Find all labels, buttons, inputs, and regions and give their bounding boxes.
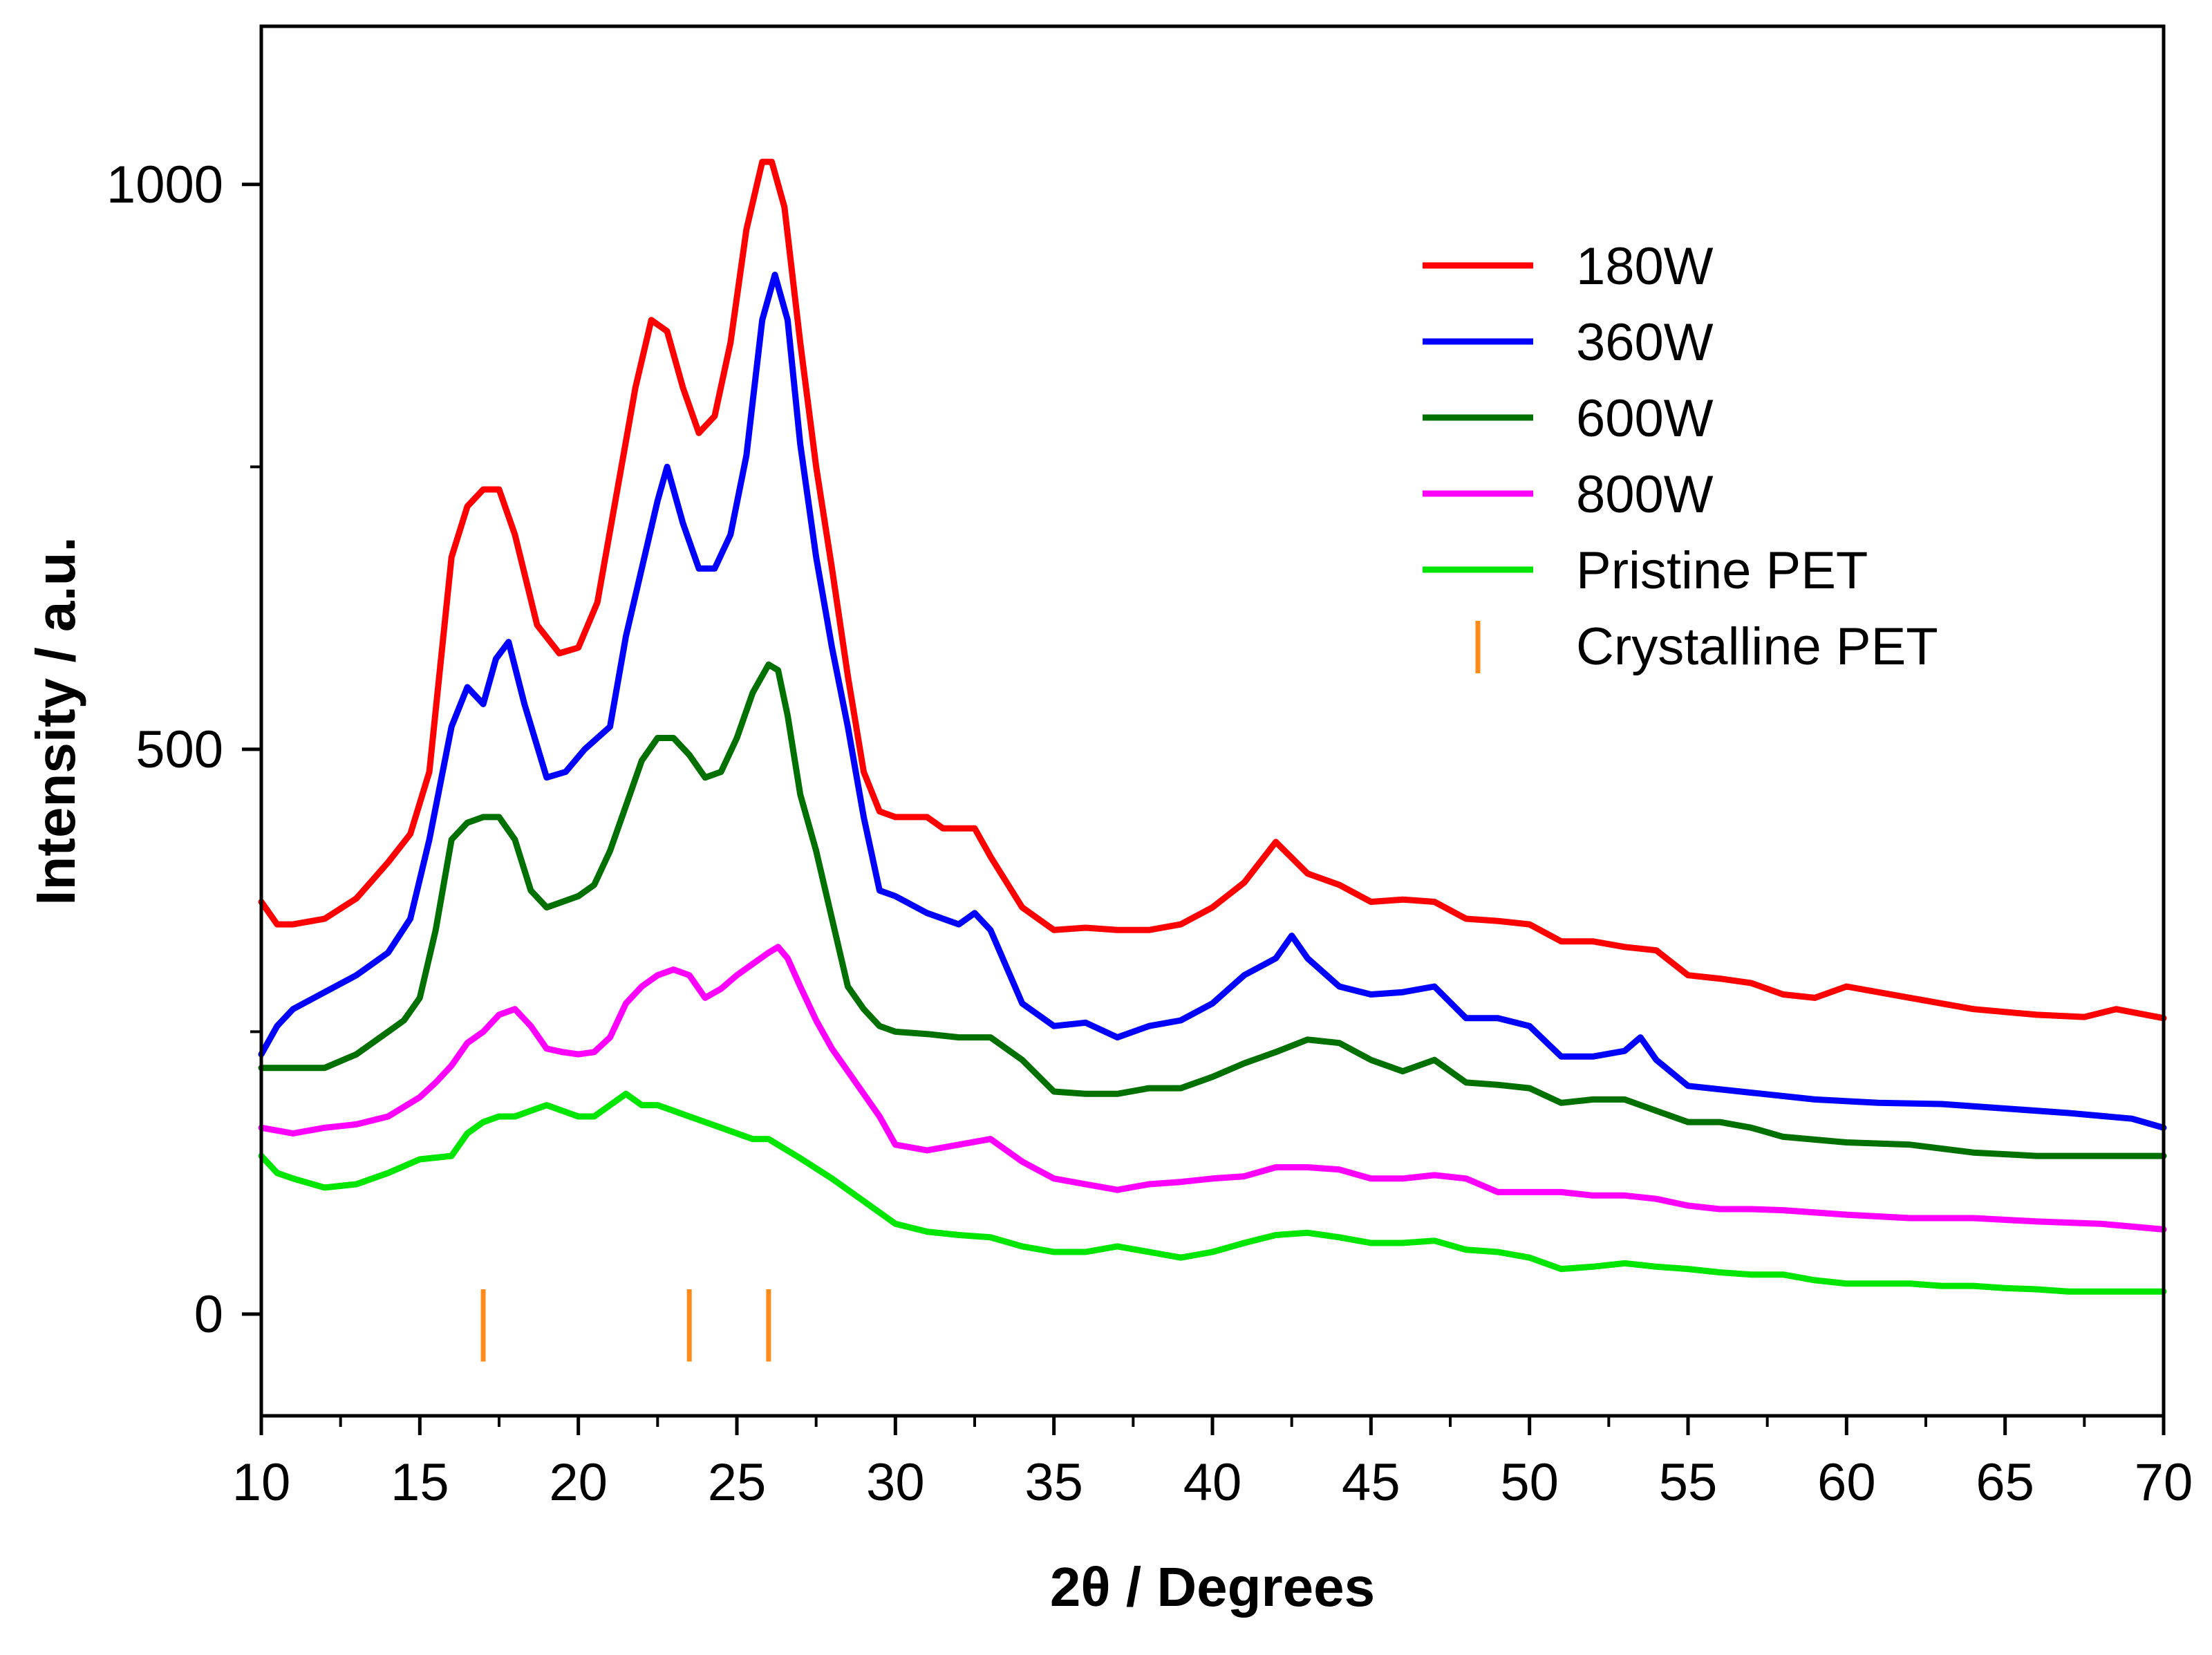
x-tick-label: 45 — [1342, 1453, 1400, 1512]
y-tick-label: 500 — [135, 720, 223, 779]
y-axis: 0 500 1000 — [106, 156, 261, 1344]
series-layer — [258, 158, 2167, 1295]
x-tick-label: 35 — [1024, 1453, 1083, 1512]
legend-label: 360W — [1576, 313, 1714, 372]
legend-label: Pristine PET — [1576, 541, 1868, 600]
y-tick-label: 1000 — [106, 156, 223, 214]
series-line-pristine-pet — [258, 1090, 2167, 1295]
x-tick-label: 50 — [1500, 1453, 1559, 1512]
series-line-800w — [258, 944, 2167, 1233]
x-tick-label: 25 — [708, 1453, 767, 1512]
legend-label: 180W — [1576, 237, 1714, 296]
y-axis-title: Intensity / a.u. — [25, 536, 86, 905]
legend: 180W 360W 600W 800W Pristine PET Crystalline … — [1423, 237, 1938, 676]
x-tick-label: 60 — [1817, 1453, 1876, 1512]
legend-label: 600W — [1576, 389, 1714, 448]
plot-frame — [259, 24, 2166, 1418]
legend-label: Crystalline PET — [1576, 617, 1938, 676]
series-line-360w — [258, 272, 2167, 1131]
x-tick-label: 40 — [1183, 1453, 1242, 1512]
x-axis-title: 2θ / Degrees — [1050, 1556, 1375, 1618]
series-line-180w — [258, 158, 2167, 1022]
x-tick-label: 10 — [232, 1453, 291, 1512]
legend-label: 800W — [1576, 465, 1714, 524]
x-tick-label: 20 — [549, 1453, 608, 1512]
x-tick-label: 30 — [866, 1453, 925, 1512]
crystalline-pet-markers — [480, 1289, 771, 1362]
x-tick-label: 55 — [1659, 1453, 1718, 1512]
x-tick-label: 70 — [2135, 1453, 2193, 1512]
y-tick-label: 0 — [194, 1285, 223, 1344]
x-tick-label: 15 — [391, 1453, 449, 1512]
x-axis: 10 15 20 25 30 35 40 45 50 55 60 65 70 — [232, 1416, 2193, 1512]
series-line-600w — [258, 661, 2167, 1159]
x-tick-label: 65 — [1976, 1453, 2034, 1512]
